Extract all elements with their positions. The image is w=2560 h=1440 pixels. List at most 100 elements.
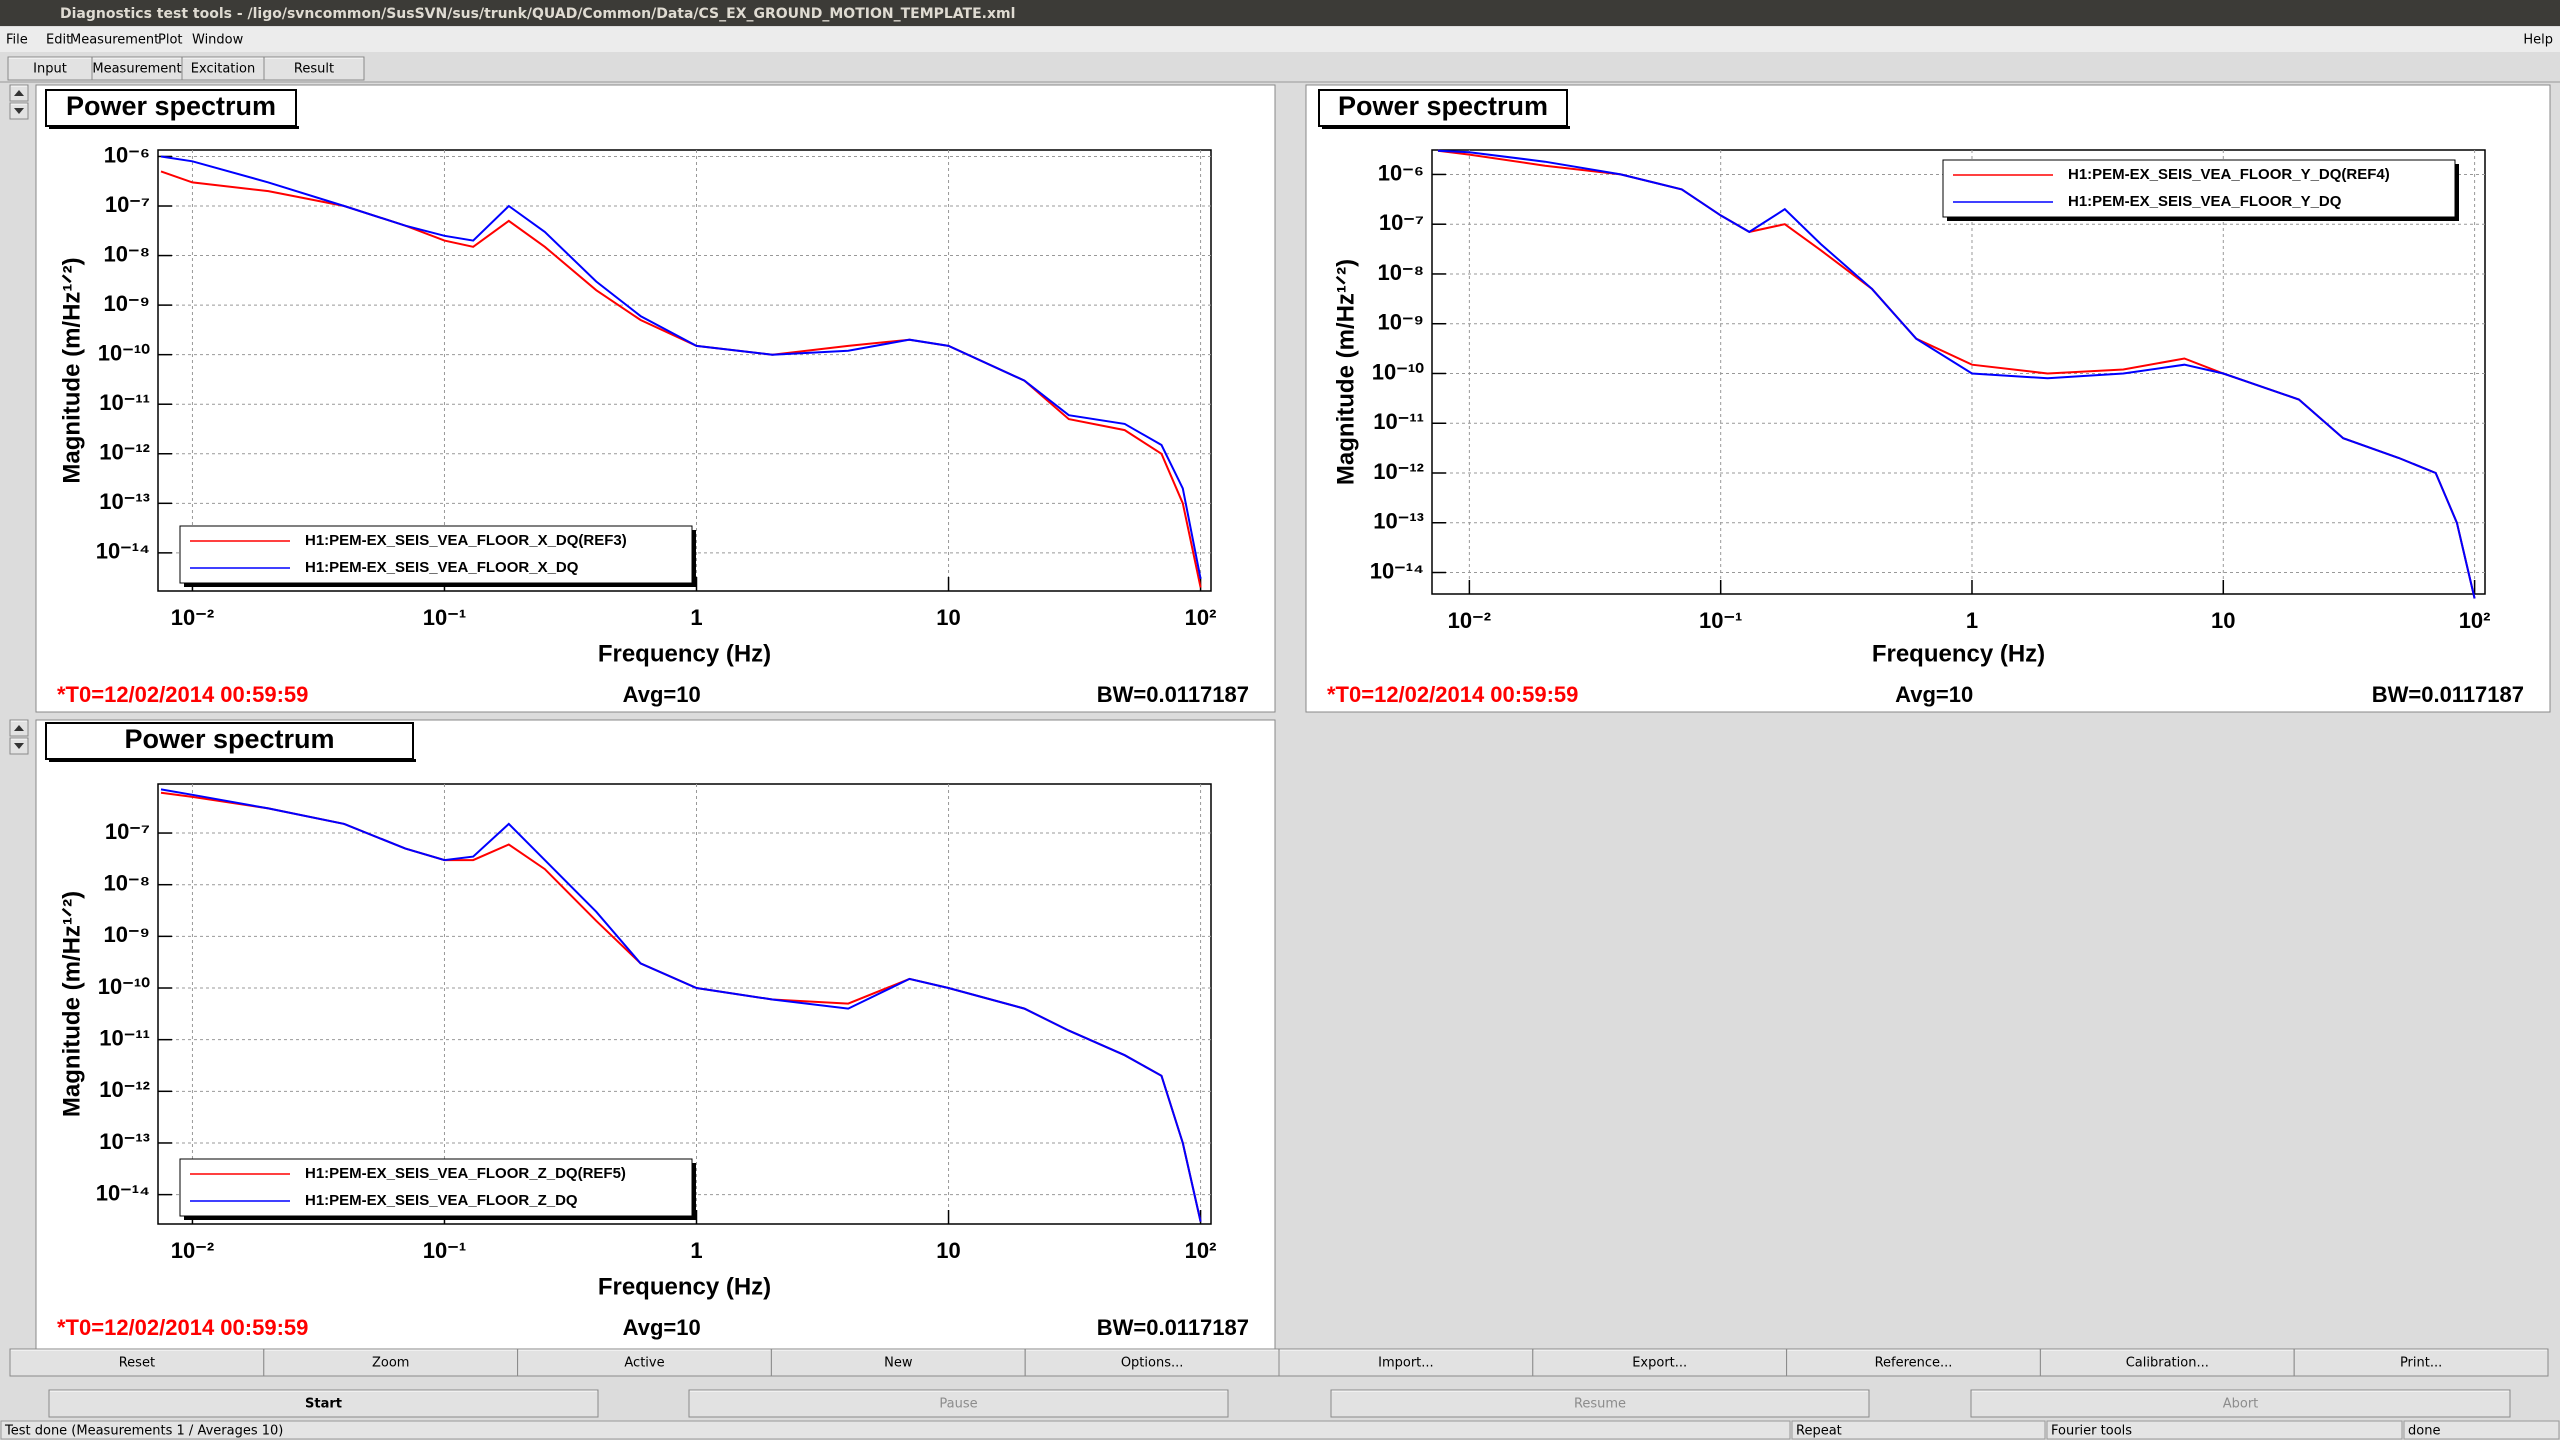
- control-label[interactable]: Resume: [1574, 1397, 1626, 1412]
- status-text: Fourier tools: [2051, 1424, 2132, 1439]
- title-bar: [0, 0, 2560, 26]
- menu-item[interactable]: File: [6, 33, 28, 48]
- y-tick-label: 10⁻¹¹: [99, 390, 150, 415]
- button[interactable]: [1786, 1348, 2041, 1377]
- button-label[interactable]: Options...: [1121, 1356, 1184, 1371]
- button[interactable]: [2039, 1348, 2295, 1377]
- annotation: BW=0.0117187: [2372, 682, 2524, 707]
- legend-label: H1:PEM-EX_SEIS_VEA_FLOOR_X_DQ: [305, 559, 579, 576]
- title-shadow: [49, 126, 299, 129]
- y-tick-label: 10⁻⁹: [1377, 310, 1424, 335]
- y-tick-label: 10⁻¹¹: [1373, 409, 1424, 434]
- x-tick-label: 10⁻¹: [1699, 608, 1742, 633]
- control-label[interactable]: Pause: [939, 1397, 977, 1412]
- control-label[interactable]: Abort: [2223, 1397, 2259, 1412]
- control-button[interactable]: [48, 1389, 599, 1418]
- menu-item[interactable]: Plot: [158, 33, 183, 48]
- button-label[interactable]: Active: [624, 1356, 664, 1371]
- control-button[interactable]: [1330, 1389, 1870, 1418]
- plot-area: [157, 149, 1212, 592]
- plot-area: [157, 783, 1212, 1225]
- y-axis-label: Magnitude (m/Hz¹ᐟ²): [58, 257, 85, 483]
- x-axis-label: Frequency (Hz): [598, 640, 771, 667]
- button[interactable]: [263, 1348, 519, 1377]
- x-axis-label: Frequency (Hz): [598, 1273, 771, 1300]
- x-tick-label: 1: [1966, 608, 1978, 633]
- control-label[interactable]: Start: [305, 1397, 342, 1412]
- annotation: Avg=10: [1895, 682, 1973, 707]
- y-tick-label: 10⁻⁹: [103, 291, 150, 316]
- annotation: *T0=12/02/2014 00:59:59: [57, 1315, 308, 1340]
- chart-title: Power spectrum: [1338, 91, 1548, 121]
- button-label[interactable]: Export...: [1632, 1356, 1687, 1371]
- button-label[interactable]: Zoom: [372, 1356, 409, 1371]
- button[interactable]: [1024, 1348, 1280, 1377]
- status-cell: [2403, 1420, 2560, 1440]
- arrow-icon: [14, 725, 24, 731]
- y-tick-label: 10⁻⁶: [1378, 160, 1424, 185]
- legend-box: [179, 525, 693, 584]
- y-axis-label: Magnitude (m/Hz¹ᐟ²): [58, 891, 85, 1117]
- menu-item[interactable]: Measurement: [70, 33, 159, 48]
- tab[interactable]: [263, 56, 365, 81]
- annotation: BW=0.0117187: [1097, 1315, 1249, 1340]
- y-tick-label: 10⁻¹³: [99, 1129, 150, 1154]
- y-tick-label: 10⁻¹²: [99, 1077, 150, 1102]
- button-label[interactable]: Calibration...: [2126, 1356, 2209, 1371]
- button-label[interactable]: Reset: [119, 1356, 155, 1371]
- y-tick-label: 10⁻⁷: [105, 192, 150, 217]
- y-tick-label: 10⁻¹⁴: [96, 539, 150, 564]
- x-tick-label: 10⁻²: [171, 605, 214, 630]
- button[interactable]: [9, 1348, 265, 1377]
- button-label[interactable]: Reference...: [1875, 1356, 1953, 1371]
- control-button[interactable]: [1970, 1389, 2511, 1418]
- chart-title: Power spectrum: [124, 724, 334, 754]
- x-tick-label: 10²: [1185, 1238, 1217, 1263]
- annotation: *T0=12/02/2014 00:59:59: [1327, 682, 1578, 707]
- menu-item[interactable]: Edit: [46, 33, 71, 48]
- arrow-icon: [14, 108, 24, 114]
- x-tick-label: 1: [690, 1238, 702, 1263]
- y-tick-label: 10⁻⁷: [1379, 210, 1424, 235]
- control-button[interactable]: [688, 1389, 1229, 1418]
- legend-label: H1:PEM-EX_SEIS_VEA_FLOOR_Z_DQ(REF5): [305, 1165, 626, 1182]
- tab-label[interactable]: Result: [294, 62, 334, 77]
- button-label[interactable]: Import...: [1378, 1356, 1434, 1371]
- title-shadow: [49, 759, 416, 762]
- legend-label: H1:PEM-EX_SEIS_VEA_FLOOR_X_DQ(REF3): [305, 532, 627, 549]
- spectrum-line: [160, 155, 1202, 579]
- y-tick-label: 10⁻¹⁴: [96, 1180, 150, 1205]
- button[interactable]: [1532, 1348, 1788, 1377]
- y-tick-label: 10⁻¹⁰: [1372, 359, 1424, 384]
- x-tick-label: 10: [936, 605, 960, 630]
- x-tick-label: 1: [690, 605, 702, 630]
- menu-item[interactable]: Help: [2523, 33, 2553, 48]
- annotation: Avg=10: [623, 1315, 701, 1340]
- y-tick-label: 10⁻⁸: [104, 871, 150, 896]
- x-tick-label: 10²: [1185, 605, 1217, 630]
- x-tick-label: 10: [2211, 608, 2235, 633]
- menu-item[interactable]: Window: [192, 33, 244, 48]
- button[interactable]: [1278, 1348, 1534, 1377]
- y-tick-label: 10⁻⁷: [105, 819, 150, 844]
- status-text: done: [2408, 1424, 2440, 1439]
- tab-label[interactable]: Excitation: [191, 62, 255, 77]
- button-label[interactable]: New: [884, 1356, 913, 1371]
- status-text: Repeat: [1796, 1424, 1842, 1439]
- x-tick-label: 10⁻²: [171, 1238, 214, 1263]
- tab-label[interactable]: Input: [33, 62, 67, 77]
- y-tick-label: 10⁻⁸: [1378, 260, 1424, 285]
- status-cell: [1791, 1420, 2046, 1440]
- legend-label: H1:PEM-EX_SEIS_VEA_FLOOR_Y_DQ(REF4): [2068, 166, 2390, 183]
- status-cell: [0, 1420, 1791, 1440]
- annotation: Avg=10: [623, 682, 701, 707]
- button[interactable]: [2293, 1348, 2549, 1377]
- y-tick-label: 10⁻¹⁴: [1370, 558, 1424, 583]
- arrow-icon: [14, 743, 24, 749]
- y-tick-label: 10⁻⁹: [103, 922, 150, 947]
- y-tick-label: 10⁻¹³: [99, 489, 150, 514]
- tab-label[interactable]: Measurement: [92, 62, 181, 77]
- button-label[interactable]: Print...: [2400, 1356, 2442, 1371]
